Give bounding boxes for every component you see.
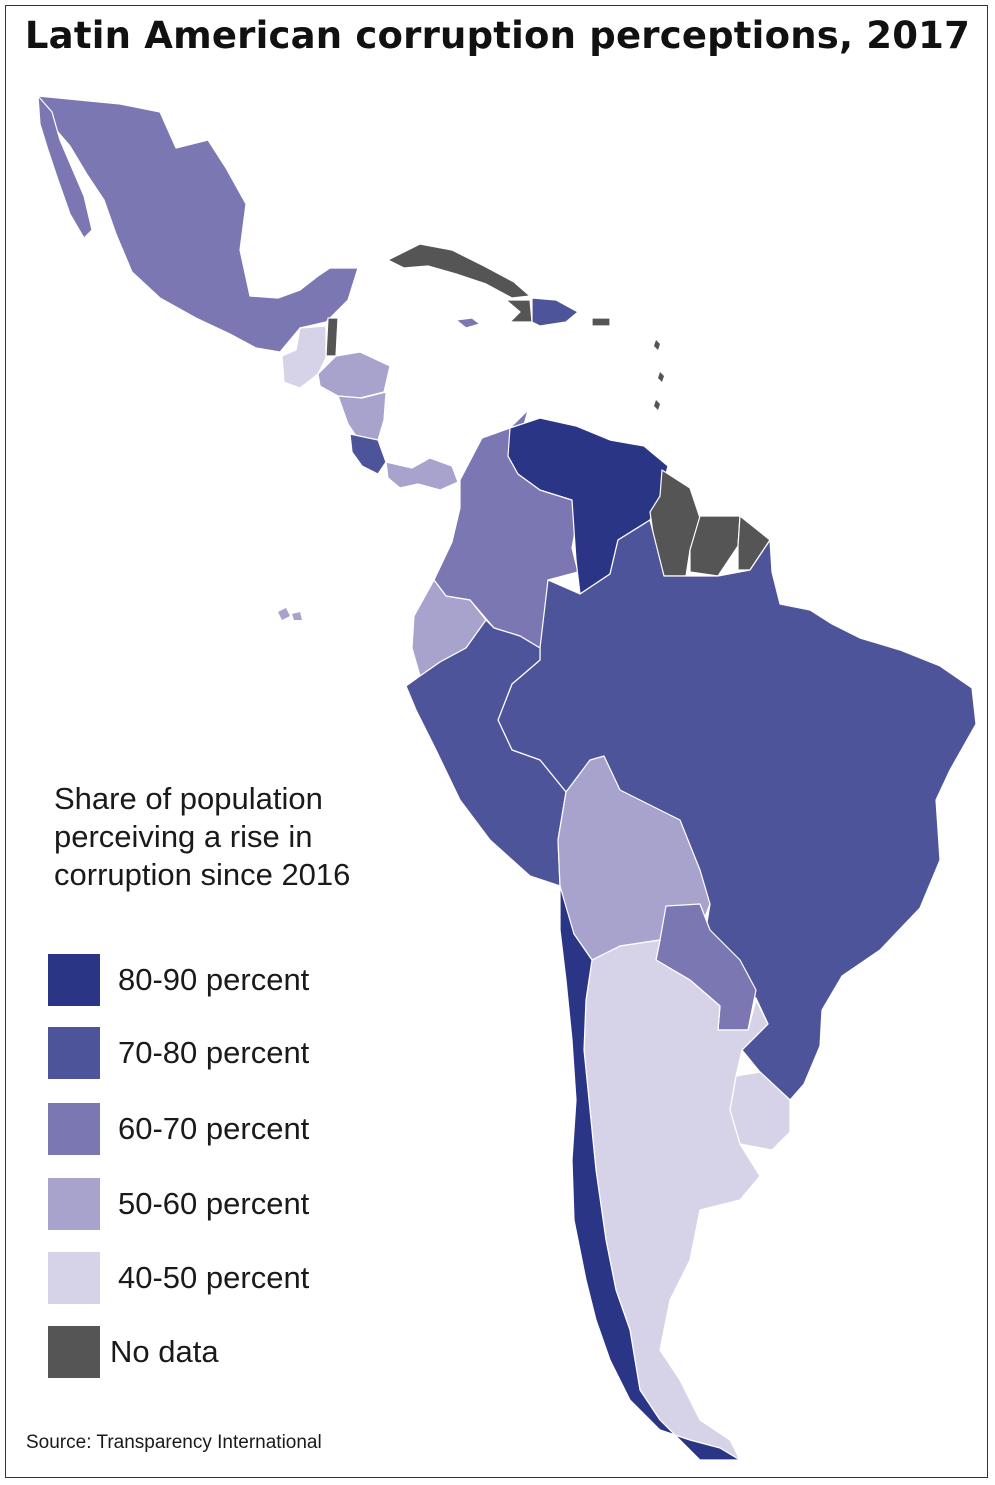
region-galapagos xyxy=(278,608,302,620)
region-panama xyxy=(385,457,459,491)
region-lesser-antilles xyxy=(654,340,664,410)
region-chile xyxy=(559,885,741,1461)
region-honduras xyxy=(317,351,391,399)
legend-swatch xyxy=(48,1178,100,1230)
region-mexico xyxy=(37,95,359,353)
region-costa-rica xyxy=(349,433,387,475)
legend-title: Share of population perceiving a rise in… xyxy=(54,781,351,892)
legend-label: 80-90 percent xyxy=(118,962,310,997)
legend-label: 40-50 percent xyxy=(118,1260,310,1295)
legend-swatch xyxy=(48,1103,100,1155)
region-baja-california xyxy=(37,95,93,239)
region-suriname xyxy=(689,515,741,577)
region-peru xyxy=(405,619,567,887)
legend-label: 60-70 percent xyxy=(118,1111,310,1146)
source-note: Source: Transparency International xyxy=(26,1432,322,1453)
map-title: Latin American corruption perceptions, 2… xyxy=(24,14,971,57)
region-puerto-rico xyxy=(591,317,611,327)
region-cuba xyxy=(387,243,531,299)
legend-label: No data xyxy=(110,1334,219,1369)
region-french-guiana xyxy=(737,515,771,571)
region-dominican-republic xyxy=(531,297,579,327)
region-jamaica xyxy=(455,317,481,329)
legend-label: 70-80 percent xyxy=(118,1035,310,1070)
legend-swatch xyxy=(48,1252,100,1304)
legend-label: 50-60 percent xyxy=(118,1186,310,1221)
region-guatemala xyxy=(281,325,327,389)
region-haiti xyxy=(505,299,533,323)
legend-swatch xyxy=(48,1027,100,1079)
region-nicaragua xyxy=(337,391,387,443)
region-belize xyxy=(325,317,339,357)
legend-swatch xyxy=(48,1326,100,1378)
legend-swatch xyxy=(48,954,100,1006)
map-frame xyxy=(5,5,988,1478)
